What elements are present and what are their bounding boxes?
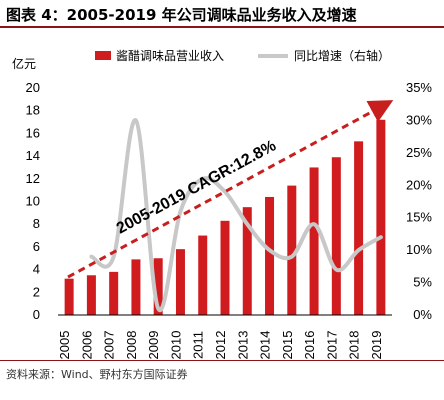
x-tick-label: 2010 (168, 331, 183, 360)
revenue-bar (109, 271, 119, 315)
revenue-bar (131, 259, 141, 315)
revenue-bar (354, 141, 364, 315)
x-tick-label: 2016 (302, 331, 317, 360)
x-tick-label: 2011 (191, 331, 206, 359)
revenue-bar (198, 235, 208, 315)
right-tick-label: 5% (413, 275, 432, 290)
revenue-bar (287, 185, 297, 315)
left-tick-label: 8 (33, 216, 40, 231)
left-tick-label: 14 (26, 148, 40, 163)
x-tick-label: 2012 (213, 331, 228, 360)
x-tick-label: 2006 (79, 331, 94, 360)
left-axis-unit: 亿元 (12, 56, 36, 71)
growth-line (89, 118, 383, 313)
x-tick-label: 2014 (258, 331, 273, 360)
right-tick-label: 30% (406, 112, 432, 127)
x-tick-label: 2013 (235, 331, 250, 360)
revenue-bar (309, 167, 319, 315)
left-tick-label: 2 (33, 284, 40, 299)
revenue-bar (175, 249, 185, 315)
x-tick-label: 2019 (369, 331, 384, 360)
x-tick-label: 2005 (57, 331, 72, 360)
right-tick-label: 10% (406, 242, 432, 257)
source-rule (0, 360, 444, 361)
revenue-bar (331, 157, 341, 315)
left-tick-label: 10 (26, 194, 40, 209)
left-tick-label: 20 (26, 80, 40, 95)
legend: 酱醋调味品营业收入 同比增速（右轴） (95, 48, 390, 63)
x-tick-label: 2017 (324, 331, 339, 360)
legend-bar-label: 酱醋调味品营业收入 (116, 48, 224, 63)
revenue-bar (86, 275, 96, 315)
left-tick-label: 18 (26, 103, 40, 118)
x-tick-label: 2009 (146, 331, 161, 360)
right-tick-label: 0% (413, 307, 432, 322)
right-tick-label: 15% (406, 210, 432, 225)
left-tick-label: 4 (33, 262, 40, 277)
revenue-bar (153, 258, 163, 315)
x-tick-label: 2018 (347, 331, 362, 360)
title-rule (0, 26, 444, 28)
cagr-arrow (67, 100, 394, 279)
x-tick-label: 2008 (124, 331, 139, 360)
source-note: 资料来源：Wind、野村东方国际证券 (6, 368, 188, 381)
revenue-bar (220, 220, 230, 315)
right-tick-label: 35% (406, 80, 432, 95)
revenue-bar (376, 119, 386, 315)
left-tick-label: 6 (33, 239, 40, 254)
revenue-growth-chart: 酱醋调味品营业收入 同比增速（右轴） 亿元 02468101214161820 … (12, 48, 432, 360)
revenue-bar (265, 196, 275, 315)
right-tick-label: 20% (406, 177, 432, 192)
revenue-bar (64, 278, 74, 315)
chart-title: 图表 4：2005-2019 年公司调味品业务收入及增速 (6, 6, 357, 24)
legend-line-label: 同比增速（右轴） (294, 48, 390, 63)
legend-bar-swatch (95, 51, 111, 60)
left-tick-label: 16 (26, 125, 40, 140)
x-tick-label: 2007 (102, 331, 117, 360)
cagr-annotation: 2005-2019 CAGR:12.8% (114, 137, 279, 237)
right-tick-label: 25% (406, 145, 432, 160)
left-tick-label: 0 (33, 307, 40, 322)
left-tick-label: 12 (26, 171, 40, 186)
x-tick-label: 2015 (280, 331, 295, 360)
revenue-bar (242, 207, 252, 315)
